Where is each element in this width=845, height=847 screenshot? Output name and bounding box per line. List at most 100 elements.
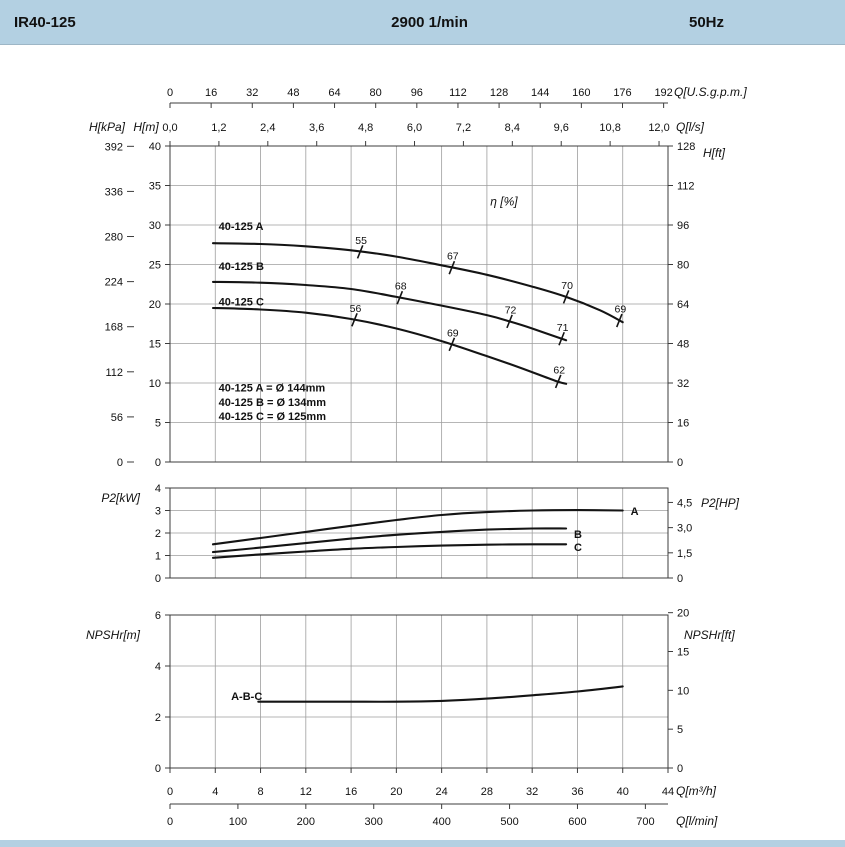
tick-label: 64	[677, 299, 689, 311]
tick-label: 2	[155, 528, 161, 540]
efficiency-tick	[554, 374, 562, 389]
tick-label: 20	[677, 608, 689, 620]
eta-label: η [%]	[490, 194, 518, 208]
y-axis-left-H[kPa]: 0 56 112 168 224 280 336 392 H[kPa]	[89, 120, 134, 469]
tick-label: 0	[167, 786, 173, 798]
tick-label: 15	[149, 339, 161, 351]
tick-label: 3,0	[677, 523, 692, 535]
tick-label: 15	[677, 647, 689, 659]
tick-label: 64	[328, 87, 340, 99]
tick-label: 4,8	[358, 122, 373, 134]
series-label: 40-125 A	[219, 221, 264, 233]
header-bar: IR40-125 2900 1/min 50Hz	[0, 0, 845, 45]
tick-label: 112	[105, 367, 123, 379]
curve	[257, 685, 624, 703]
tick-label: 48	[287, 87, 299, 99]
tick-label: 30	[149, 220, 161, 232]
series-label: C	[574, 542, 582, 554]
axis-title: Q[l/s]	[676, 120, 705, 134]
tick-label: 16	[345, 786, 357, 798]
tick-label: 0	[167, 816, 173, 828]
tick-label: 0	[167, 87, 173, 99]
pump-model: IR40-125	[14, 13, 76, 31]
series-label: A	[631, 506, 639, 518]
tick-label: 4	[155, 661, 161, 673]
tick-label: 300	[365, 816, 383, 828]
series-40-125-C: 56 69 62 40-125 C	[211, 297, 568, 389]
series-C: C	[211, 542, 582, 559]
tick-label: 80	[677, 260, 689, 272]
x-axis-lmin: 0 100 200 300 400 500 600 700 Q[l/min]	[167, 803, 718, 828]
series-40-125-A: 55 67 70 69 40-125 A	[211, 221, 626, 328]
tick-label: 32	[677, 378, 689, 390]
tick-label: 36	[571, 786, 583, 798]
efficiency-value: 69	[447, 327, 459, 339]
efficiency-value: 70	[561, 280, 573, 292]
tick-label: 224	[105, 277, 123, 289]
tick-label: 5	[677, 724, 683, 736]
series-label: B	[574, 529, 582, 541]
axis-title: NPSHr[ft]	[684, 628, 735, 642]
efficiency-value: 62	[553, 364, 565, 376]
panel-head: 0 56 112 168 224 280 336 392 H[kPa] 0 5 10 15 20 25 30 3…	[89, 120, 726, 469]
impeller-annotation: 40-125 B = Ø 134mm	[219, 397, 327, 409]
tick-label: 9,6	[554, 122, 569, 134]
tick-label: 0	[677, 763, 683, 775]
tick-label: 3,6	[309, 122, 324, 134]
panel-power: 0 1 2 3 4 P2[kW] 0 1,5 3,0 4,5 P2[HP] A BC	[101, 483, 739, 585]
tick-label: 8,4	[505, 122, 520, 134]
efficiency-tick	[448, 260, 456, 275]
efficiency-value: 72	[505, 304, 517, 316]
efficiency-tick	[396, 290, 404, 305]
tick-label: 10	[149, 378, 161, 390]
tick-label: 10	[677, 685, 689, 697]
tick-label: 4	[155, 483, 161, 495]
tick-label: 10,8	[599, 122, 620, 134]
tick-label: 500	[500, 816, 518, 828]
tick-label: 96	[677, 220, 689, 232]
efficiency-value: 55	[355, 235, 367, 247]
tick-label: 336	[105, 186, 123, 198]
impeller-annotation: 40-125 C = Ø 125mm	[219, 411, 327, 423]
series-A: A	[211, 506, 639, 546]
tick-label: 32	[246, 87, 258, 99]
y-axis-left-NPSHr[m]: 0 2 4 6 NPSHr[m]	[86, 610, 170, 775]
tick-label: 0	[155, 573, 161, 585]
tick-label: 400	[432, 816, 450, 828]
efficiency-tick	[562, 290, 570, 304]
tick-label: 2,4	[260, 122, 275, 134]
series-label: 40-125 B	[219, 261, 264, 273]
tick-label: 4,5	[677, 497, 692, 509]
y-axis-left-H[m]: 0 5 10 15 20 25 30 35 40 H[m]	[133, 120, 170, 469]
tick-label: 3	[155, 506, 161, 518]
axis-title: Q[U.S.g.p.m.]	[674, 85, 747, 99]
pump-frequency: 50Hz	[688, 13, 725, 31]
efficiency-tick	[356, 245, 364, 259]
x-axis-ls: 0,0 1,2 2,4 3,6 4,8 6,0 7,2 8,4 9,6 10,8 12,0 Q[l/s…	[162, 120, 705, 146]
tick-label: 392	[105, 141, 123, 153]
tick-label: 144	[531, 87, 549, 99]
y-axis-right-H[ft]: 0 16 32 48 64 80 96 112 128 H[ft]	[668, 141, 726, 469]
tick-label: 6	[155, 610, 161, 622]
tick-label: 168	[105, 322, 123, 334]
tick-label: 128	[490, 87, 508, 99]
tick-label: 200	[297, 816, 315, 828]
efficiency-tick	[448, 337, 456, 352]
curve	[211, 527, 568, 554]
tick-label: 20	[149, 299, 161, 311]
tick-label: 40	[617, 786, 629, 798]
axis-title: H[m]	[133, 120, 159, 134]
efficiency-tick	[558, 331, 565, 346]
efficiency-value: 56	[350, 303, 362, 315]
y-axis-right-P2[HP]: 0 1,5 3,0 4,5 P2[HP]	[668, 496, 740, 585]
curve	[211, 543, 568, 559]
efficiency-tick	[506, 314, 513, 329]
tick-label: 112	[449, 87, 467, 99]
tick-label: 192	[654, 87, 672, 99]
efficiency-tick	[351, 313, 358, 327]
tick-label: 1,5	[677, 548, 692, 560]
tick-label: 80	[370, 87, 382, 99]
tick-label: 2	[155, 712, 161, 724]
axis-title: P2[HP]	[701, 496, 740, 510]
